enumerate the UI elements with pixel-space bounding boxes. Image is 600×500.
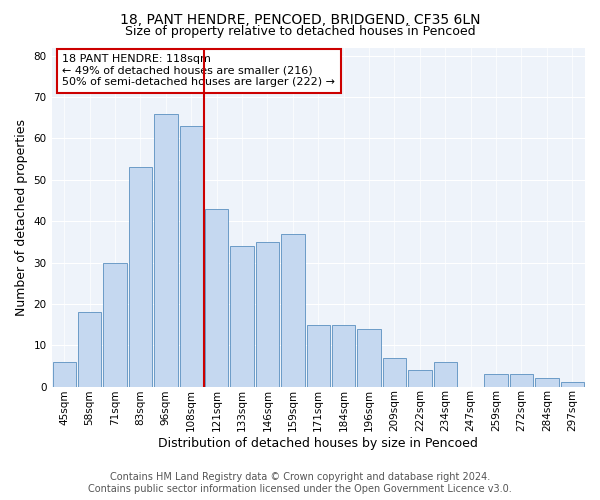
Bar [434, 362, 457, 386]
Bar [307, 324, 330, 386]
Bar [179, 126, 203, 386]
Bar [53, 362, 76, 386]
Bar [560, 382, 584, 386]
Bar [484, 374, 508, 386]
Bar [281, 234, 305, 386]
Bar [358, 328, 381, 386]
Y-axis label: Number of detached properties: Number of detached properties [15, 118, 28, 316]
X-axis label: Distribution of detached houses by size in Pencoed: Distribution of detached houses by size … [158, 437, 478, 450]
Bar [129, 168, 152, 386]
Bar [408, 370, 431, 386]
Bar [230, 246, 254, 386]
Text: 18 PANT HENDRE: 118sqm
← 49% of detached houses are smaller (216)
50% of semi-de: 18 PANT HENDRE: 118sqm ← 49% of detached… [62, 54, 335, 88]
Bar [383, 358, 406, 386]
Bar [154, 114, 178, 386]
Text: Contains HM Land Registry data © Crown copyright and database right 2024.
Contai: Contains HM Land Registry data © Crown c… [88, 472, 512, 494]
Bar [535, 378, 559, 386]
Bar [103, 262, 127, 386]
Bar [78, 312, 101, 386]
Bar [256, 242, 279, 386]
Text: Size of property relative to detached houses in Pencoed: Size of property relative to detached ho… [125, 25, 475, 38]
Text: 18, PANT HENDRE, PENCOED, BRIDGEND, CF35 6LN: 18, PANT HENDRE, PENCOED, BRIDGEND, CF35… [120, 12, 480, 26]
Bar [332, 324, 355, 386]
Bar [510, 374, 533, 386]
Bar [205, 209, 229, 386]
